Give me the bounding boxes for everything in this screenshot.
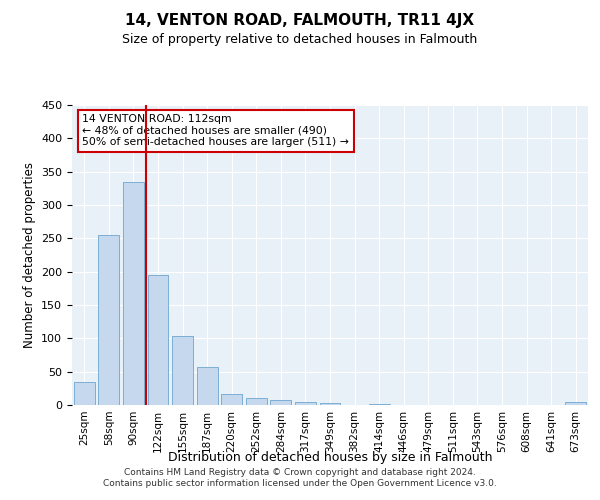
Bar — [148, 275, 169, 405]
Bar — [271, 400, 292, 405]
Text: 14, VENTON ROAD, FALMOUTH, TR11 4JX: 14, VENTON ROAD, FALMOUTH, TR11 4JX — [125, 12, 475, 28]
Bar — [246, 398, 267, 405]
Bar — [221, 394, 242, 405]
Bar — [368, 404, 389, 405]
Text: Size of property relative to detached houses in Falmouth: Size of property relative to detached ho… — [122, 32, 478, 46]
Bar — [98, 235, 119, 405]
Bar — [565, 402, 586, 405]
Bar — [74, 382, 95, 405]
Bar — [295, 402, 316, 405]
Text: Contains HM Land Registry data © Crown copyright and database right 2024.
Contai: Contains HM Land Registry data © Crown c… — [103, 468, 497, 487]
Text: 14 VENTON ROAD: 112sqm
← 48% of detached houses are smaller (490)
50% of semi-de: 14 VENTON ROAD: 112sqm ← 48% of detached… — [82, 114, 349, 147]
Bar — [172, 336, 193, 405]
Y-axis label: Number of detached properties: Number of detached properties — [23, 162, 35, 348]
Bar — [123, 182, 144, 405]
Bar — [197, 367, 218, 405]
Text: Distribution of detached houses by size in Falmouth: Distribution of detached houses by size … — [168, 451, 492, 464]
Bar — [320, 403, 340, 405]
